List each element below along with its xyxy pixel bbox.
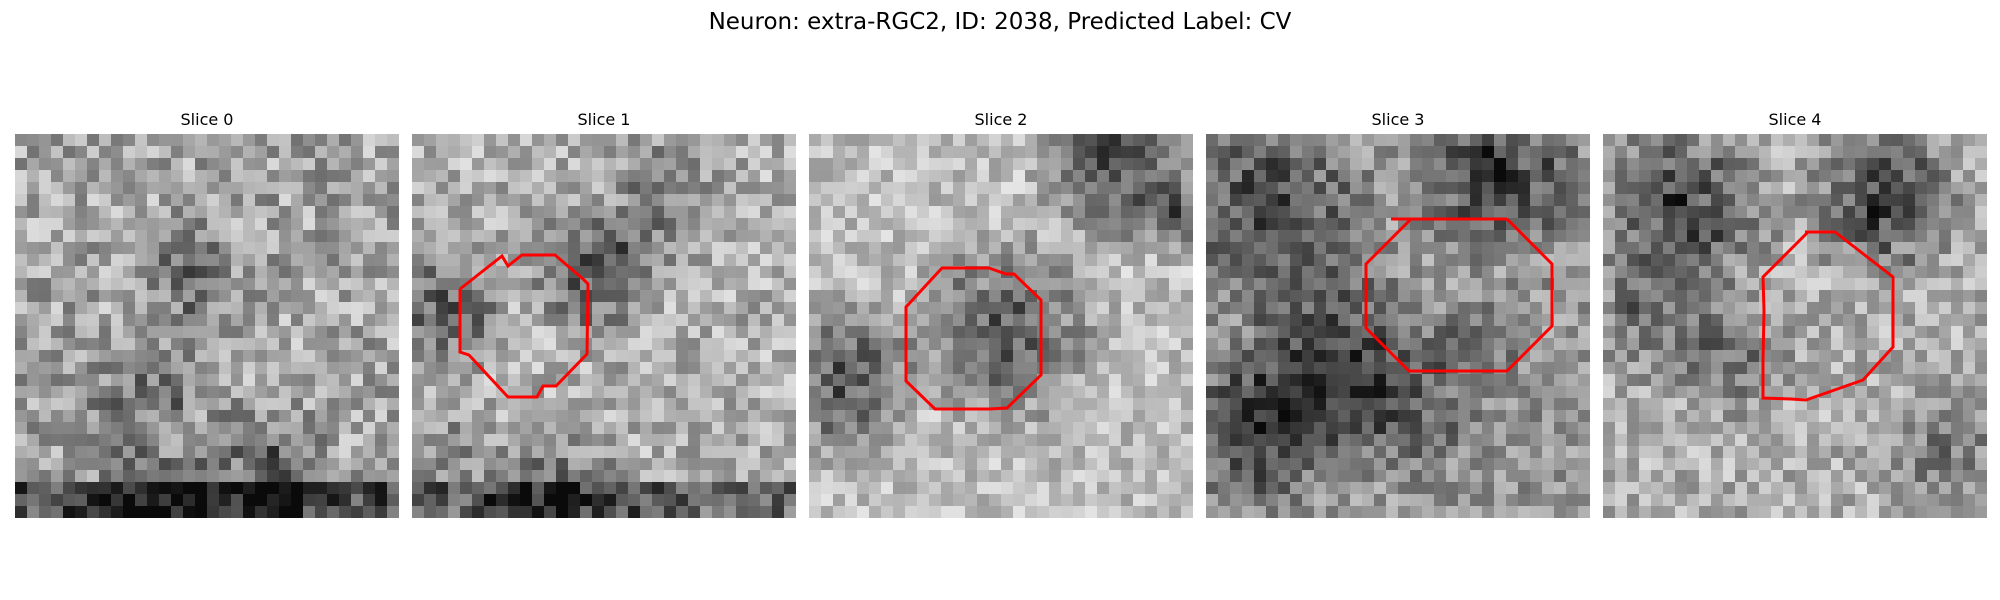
- segmentation-outline: [458, 253, 590, 399]
- slice-title: Slice 3: [1371, 110, 1425, 129]
- segmentation-outline: [904, 266, 1043, 411]
- microscopy-image: [1603, 134, 1987, 518]
- contour-polygon: [1364, 217, 1554, 373]
- slice-title: Slice 1: [577, 110, 631, 129]
- slice-image: [15, 134, 399, 518]
- slice-image: [1603, 134, 1987, 518]
- slice-image: [412, 134, 796, 518]
- slice-title: Slice 2: [974, 110, 1028, 129]
- segmentation-outline: [1761, 230, 1895, 402]
- microscopy-image: [15, 134, 399, 518]
- slice-title: Slice 4: [1768, 110, 1822, 129]
- contour-polygon: [904, 266, 1043, 411]
- microscopy-image: [412, 134, 796, 518]
- slice-image: [809, 134, 1193, 518]
- slice-title: Slice 0: [180, 110, 234, 129]
- figure-title: Neuron: extra-RGC2, ID: 2038, Predicted …: [708, 9, 1292, 35]
- segmentation-outline: [1364, 217, 1554, 373]
- slice-image: [1206, 134, 1590, 518]
- contour-polygon: [458, 253, 590, 399]
- microscopy-image: [809, 134, 1193, 518]
- contour-polygon: [1761, 230, 1895, 402]
- microscopy-image: [1206, 134, 1590, 518]
